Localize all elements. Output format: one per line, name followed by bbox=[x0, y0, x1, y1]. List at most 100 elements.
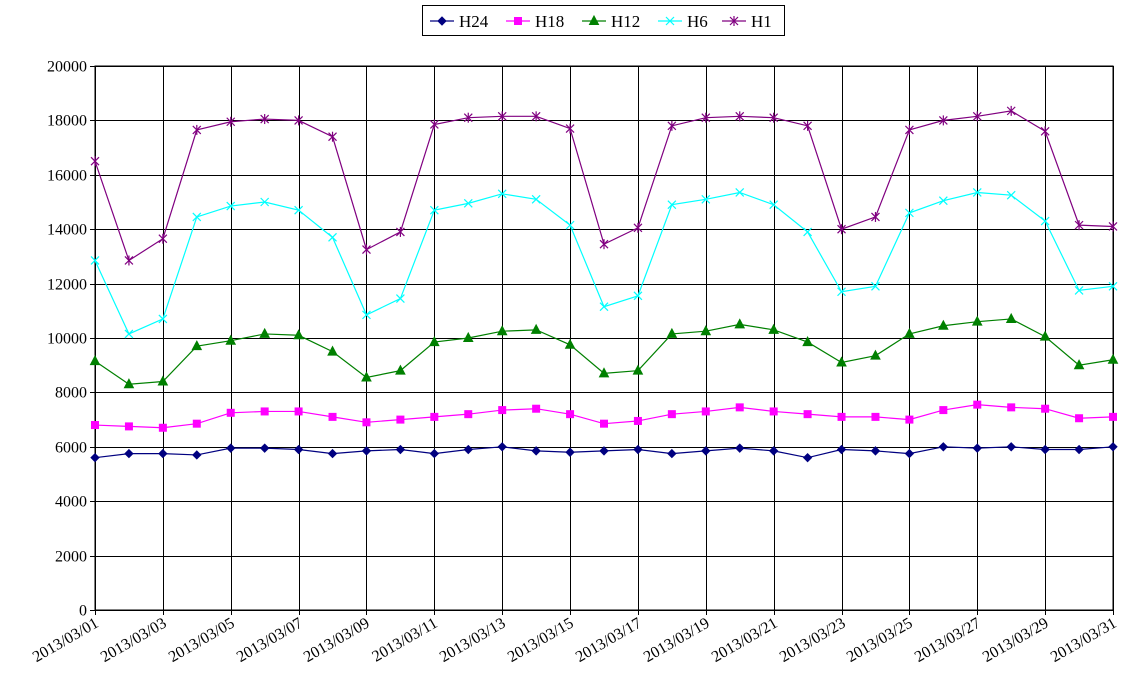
data-point-h12 bbox=[870, 349, 881, 360]
data-point-h1 bbox=[328, 131, 337, 142]
y-tick-label: 0 bbox=[79, 603, 87, 620]
data-point-h6 bbox=[871, 281, 880, 291]
data-point-h18 bbox=[226, 408, 235, 417]
legend-label: H18 bbox=[535, 12, 564, 31]
data-point-h1 bbox=[871, 211, 880, 222]
x-tick-label: 2013/03/19 bbox=[641, 615, 713, 666]
data-point-h1 bbox=[1006, 105, 1016, 116]
data-point-h18 bbox=[803, 410, 812, 419]
data-point-h6 bbox=[701, 194, 711, 204]
data-point-h18 bbox=[871, 412, 880, 421]
data-point-h18 bbox=[566, 410, 575, 419]
data-point-h12 bbox=[191, 340, 203, 351]
data-point-h12 bbox=[259, 327, 270, 338]
data-point-h18 bbox=[158, 423, 167, 432]
data-point-h6 bbox=[565, 220, 575, 230]
data-point-h1 bbox=[463, 112, 473, 123]
data-point-h24 bbox=[938, 442, 949, 452]
data-point-h18 bbox=[973, 400, 982, 409]
data-point-h24 bbox=[497, 442, 507, 452]
data-point-h12 bbox=[632, 364, 644, 375]
data-point-h24 bbox=[395, 444, 406, 455]
data-point-h1 bbox=[531, 111, 541, 122]
legend-item-h1: H1 bbox=[722, 12, 772, 31]
chart-grid bbox=[94, 65, 1114, 611]
data-point-h24 bbox=[701, 446, 711, 456]
data-point-h12 bbox=[904, 327, 915, 338]
data-point-h12 bbox=[598, 367, 610, 378]
data-point-h1 bbox=[226, 116, 236, 127]
data-point-h24 bbox=[1108, 442, 1118, 452]
data-point-h6 bbox=[769, 200, 779, 210]
data-point-h12 bbox=[1107, 353, 1119, 364]
series-h6 bbox=[90, 188, 1118, 339]
data-point-h18 bbox=[498, 406, 507, 415]
data-point-h12 bbox=[700, 325, 712, 336]
data-point-h24 bbox=[463, 444, 473, 455]
data-point-h6 bbox=[599, 302, 609, 312]
data-point-h24 bbox=[836, 444, 847, 455]
data-point-h12 bbox=[462, 331, 474, 342]
data-point-h12 bbox=[1073, 359, 1085, 370]
data-point-h24 bbox=[293, 444, 304, 455]
legend-item-h6: H6 bbox=[658, 12, 708, 31]
data-point-h12 bbox=[564, 338, 576, 349]
data-point-h24 bbox=[667, 448, 677, 459]
data-point-h6 bbox=[463, 198, 473, 208]
data-point-h6 bbox=[904, 208, 914, 218]
legend-swatch-marker bbox=[665, 16, 675, 26]
x-tick-label: 2013/03/15 bbox=[505, 615, 577, 666]
data-point-h1 bbox=[735, 111, 745, 122]
legend-item-h12: H12 bbox=[582, 12, 640, 31]
data-point-h18 bbox=[1007, 403, 1016, 412]
x-tick-label: 2013/03/03 bbox=[98, 615, 170, 666]
x-tick-label: 2013/03/25 bbox=[844, 615, 916, 666]
data-point-h1 bbox=[192, 124, 202, 135]
data-point-h12 bbox=[1005, 312, 1017, 323]
data-point-h18 bbox=[464, 410, 473, 419]
data-point-h1 bbox=[362, 244, 371, 255]
data-point-h1 bbox=[90, 156, 100, 167]
data-point-h18 bbox=[905, 415, 914, 424]
y-axis: 0 2000 4000 6000 8000 10000 12000 14000 16000 180… bbox=[47, 59, 95, 620]
y-tick-label: 2000 bbox=[55, 549, 87, 566]
data-point-h1 bbox=[158, 233, 168, 244]
legend-swatch-marker bbox=[729, 16, 739, 26]
data-point-h6 bbox=[90, 256, 100, 265]
legend-swatch-marker bbox=[437, 16, 447, 26]
data-point-h6 bbox=[633, 291, 643, 301]
data-point-h6 bbox=[1074, 285, 1084, 295]
chart-series bbox=[89, 105, 1119, 463]
data-point-h1 bbox=[633, 222, 643, 233]
data-point-h6 bbox=[972, 188, 982, 197]
data-point-h18 bbox=[667, 410, 676, 419]
legend-label: H1 bbox=[751, 12, 772, 31]
x-tick-label: 2013/03/11 bbox=[369, 615, 440, 666]
series-line-h1 bbox=[94, 110, 1114, 262]
data-point-h1 bbox=[1074, 220, 1084, 231]
x-tick-label: 2013/03/27 bbox=[912, 615, 984, 666]
legend-swatch-marker bbox=[514, 17, 522, 25]
data-point-h12 bbox=[123, 378, 135, 389]
data-point-h6 bbox=[226, 201, 236, 211]
data-point-h6 bbox=[395, 294, 405, 303]
data-point-h6 bbox=[429, 205, 439, 215]
data-point-h1 bbox=[124, 255, 134, 266]
data-point-h6 bbox=[260, 197, 270, 207]
data-point-h12 bbox=[802, 336, 813, 347]
x-tick-label: 2013/03/31 bbox=[1048, 615, 1120, 666]
data-point-h12 bbox=[734, 318, 746, 329]
data-point-h24 bbox=[124, 448, 134, 459]
data-point-h18 bbox=[769, 407, 778, 416]
data-point-h12 bbox=[666, 327, 678, 338]
data-point-h24 bbox=[735, 443, 745, 453]
data-point-h18 bbox=[362, 418, 371, 427]
series-line-h6 bbox=[94, 191, 1114, 335]
legend-item-h18: H18 bbox=[506, 12, 564, 31]
legend-swatch-marker bbox=[588, 14, 600, 25]
data-point-h12 bbox=[89, 355, 101, 366]
data-point-h1 bbox=[429, 119, 439, 130]
data-point-h1 bbox=[904, 124, 914, 135]
data-point-h18 bbox=[124, 422, 133, 431]
y-tick-label: 12000 bbox=[47, 277, 87, 294]
